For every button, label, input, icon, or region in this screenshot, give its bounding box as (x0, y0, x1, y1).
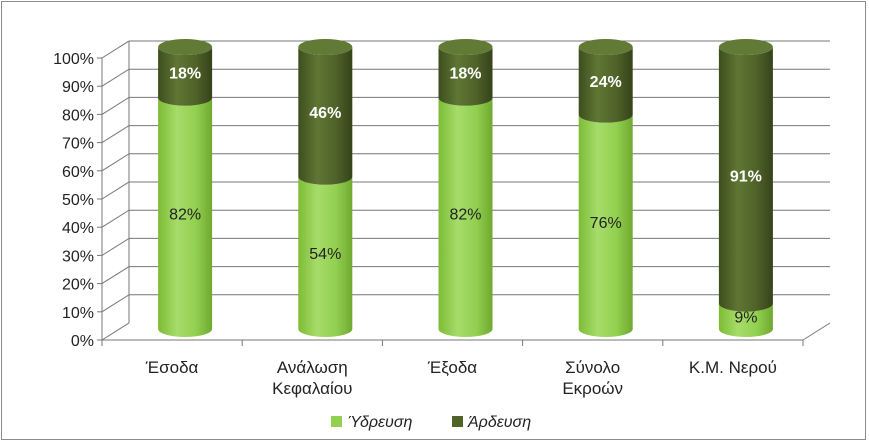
y-tick-label: 30% (62, 248, 94, 265)
y-tick-label: 70% (62, 136, 94, 153)
bar-top-cap (438, 39, 493, 55)
bar-segment-ardeusi (718, 47, 773, 312)
x-category-label: Κ.Μ. Νερού (689, 358, 777, 377)
data-label: 46% (309, 105, 341, 122)
legend-label: Άρδευση (467, 414, 531, 431)
bar-segment-ardeusi (158, 47, 213, 106)
gridline-side (101, 294, 130, 313)
bar-segment-ydreusi (718, 303, 773, 337)
bar-segment-ardeusi (298, 47, 353, 185)
x-category-label: Έσοδα (145, 358, 199, 377)
legend-swatch (331, 416, 342, 427)
data-label: 91% (730, 168, 762, 185)
gridline-side (101, 96, 130, 115)
data-label: 9% (734, 309, 757, 326)
gridline-side (101, 209, 130, 228)
y-tick-label: 50% (62, 192, 94, 209)
x-category-label: Έξοδα (427, 358, 477, 377)
data-label: 76% (590, 215, 622, 232)
data-label: 24% (590, 74, 622, 91)
x-category-label: Σύνολο Εκροών (562, 358, 623, 398)
gridline-side (101, 153, 130, 172)
data-label: 18% (449, 65, 481, 82)
gridline-side (101, 68, 130, 87)
bar-top-cap (158, 39, 213, 55)
data-label: 82% (449, 206, 481, 223)
bars: 82% 18% 54% 46% 82% 18% 76% 24% 9% 91% (158, 39, 773, 338)
data-label: 18% (169, 65, 201, 82)
gridline-side (101, 266, 130, 285)
bar-top-cap (298, 39, 353, 55)
y-tick-label: 90% (62, 79, 94, 96)
legend-label: Ύδρευση (347, 414, 412, 431)
data-label: 54% (309, 246, 341, 263)
legend-swatch (452, 416, 463, 427)
gridline-side (101, 125, 130, 144)
gridline-side (101, 237, 130, 256)
bar-top-cap (718, 39, 773, 55)
y-tick-label: 80% (62, 107, 94, 124)
bar-segment-ardeusi (438, 47, 493, 106)
y-tick-label: 10% (62, 305, 94, 322)
x-category-label: Ανάλωση Κεφαλαίου (272, 358, 352, 398)
y-tick-label: 60% (62, 164, 94, 181)
bar-segment-ydreusi (298, 176, 353, 337)
y-axis: 0% 10% 20% 30% 40% 50% 60% 70% 80% 90% 100% (53, 51, 103, 350)
y-tick-label: 100% (53, 51, 94, 68)
legend: Ύδρευση Άρδευση (331, 414, 531, 431)
y-tick-label: 0% (71, 333, 94, 350)
gridline-side (101, 181, 130, 200)
gridline-side (101, 322, 130, 341)
bar-segment-ydreusi (578, 114, 633, 338)
y-tick-label: 40% (62, 220, 94, 237)
gridline-side (101, 40, 130, 59)
y-tick-label: 20% (62, 277, 94, 294)
data-label: 82% (169, 206, 201, 223)
bar-segment-ydreusi (158, 97, 213, 337)
bar-top-cap (578, 39, 633, 55)
x-axis: Έσοδα Ανάλωση Κεφαλαίου Έξοδα Σύνολο Εκροών Κ.… (101, 322, 831, 398)
bar-segment-ardeusi (578, 47, 633, 123)
floor-edge (802, 322, 831, 341)
bar-segment-ydreusi (438, 97, 493, 337)
